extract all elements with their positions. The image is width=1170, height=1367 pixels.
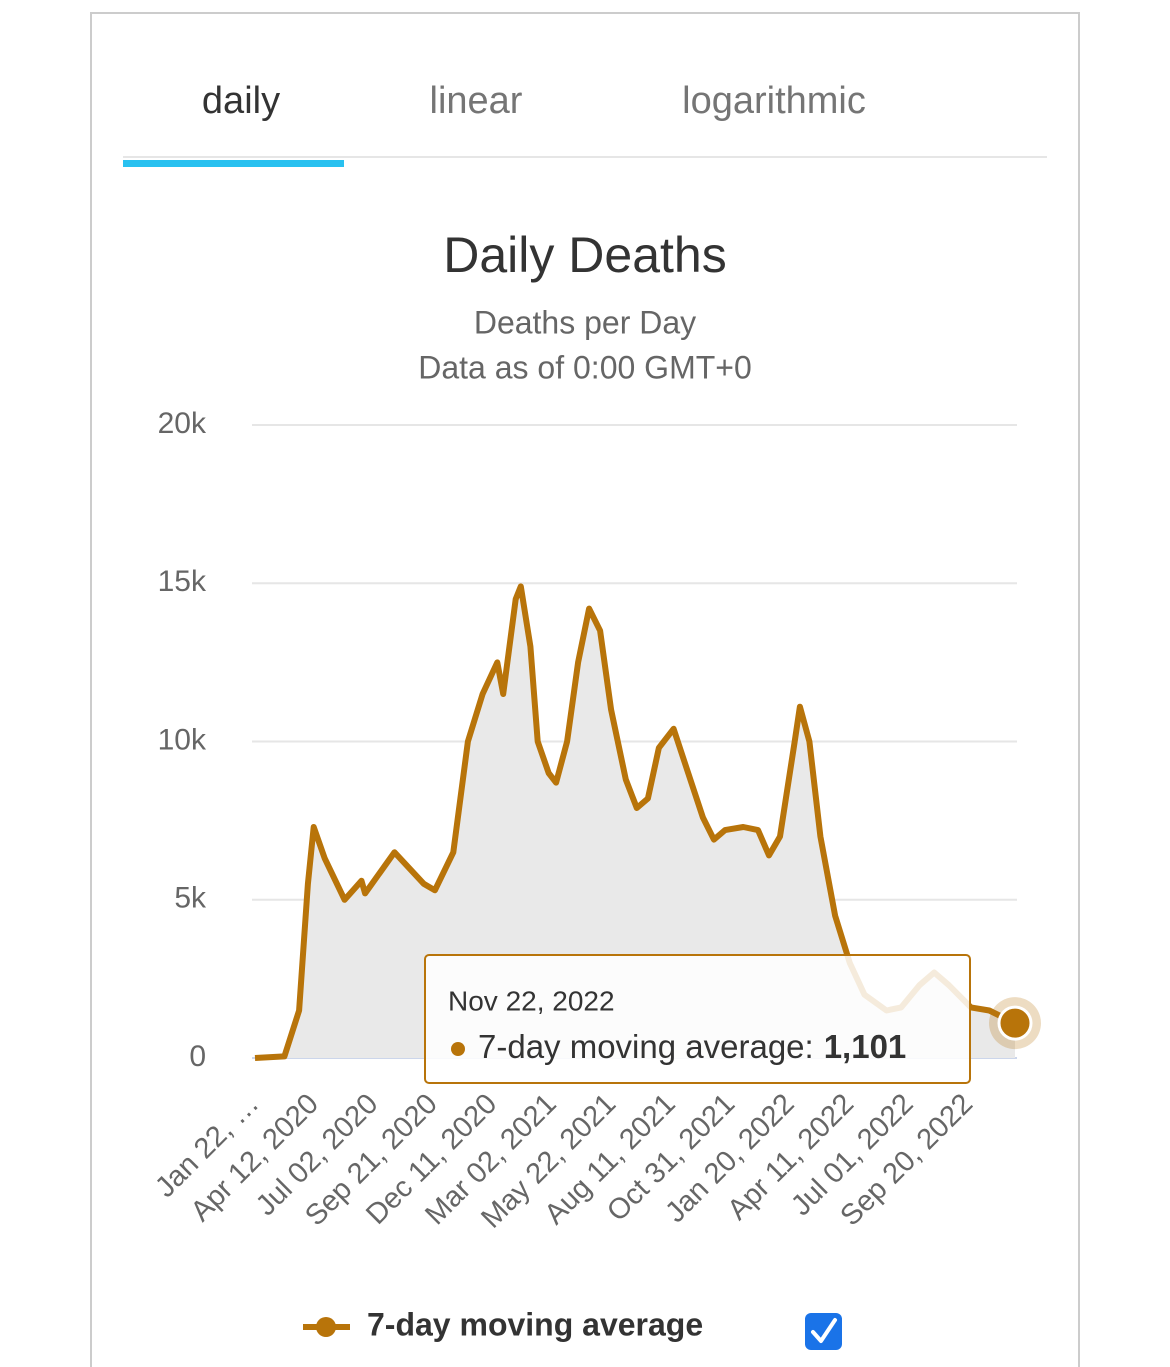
y-tick-label: 15k [158, 565, 207, 598]
chart-subtitle: Deaths per Day [474, 304, 696, 340]
y-tick-label: 10k [158, 723, 207, 756]
chart-title: Daily Deaths [443, 227, 726, 283]
checkmark [811, 1318, 837, 1343]
tooltip-box [424, 954, 971, 1084]
chart-subtitle: Data as of 0:00 GMT+0 [418, 349, 752, 385]
tooltip-label: 7-day moving average: [478, 1028, 814, 1065]
tooltip-text: 7-day moving average: 1,101 [478, 1028, 906, 1065]
tooltip-bullet [451, 1042, 465, 1056]
y-tick-label: 20k [158, 407, 207, 440]
y-tick-label: 0 [189, 1040, 206, 1073]
tooltip-date: Nov 22, 2022 [448, 985, 615, 1016]
tooltip-value: 1,101 [824, 1028, 907, 1065]
tab[interactable]: linear [430, 80, 523, 122]
tooltip: Nov 22, 2022 7-day moving average: 1,101 [424, 954, 971, 1084]
tab[interactable]: logarithmic [682, 80, 866, 122]
legend-marker [316, 1317, 336, 1337]
y-tick-label: 5k [174, 882, 207, 915]
tab[interactable]: daily [202, 80, 280, 122]
active-tab-indicator [123, 160, 344, 167]
legend-checkbox[interactable] [805, 1313, 842, 1350]
legend-label[interactable]: 7-day moving average [367, 1306, 703, 1342]
area [255, 586, 1015, 1058]
hover-marker [997, 1005, 1033, 1041]
